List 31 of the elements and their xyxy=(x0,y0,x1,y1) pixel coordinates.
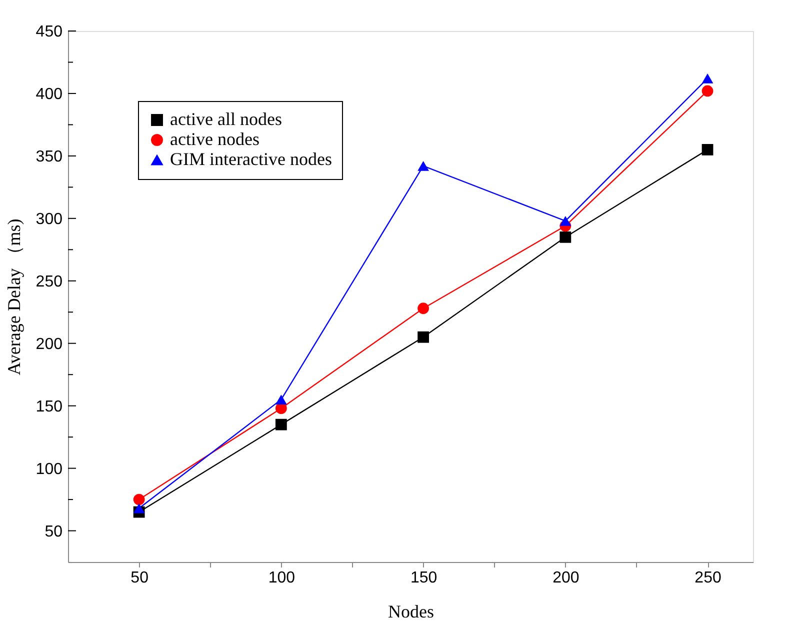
point xyxy=(702,85,714,97)
point xyxy=(275,394,287,405)
y-tick-label: 350 xyxy=(36,148,63,166)
y-tick-label: 50 xyxy=(44,523,63,540)
x-tick-label: 100 xyxy=(268,570,296,586)
point xyxy=(133,503,145,514)
point xyxy=(418,331,429,343)
point xyxy=(560,216,572,226)
x-tick-label: 50 xyxy=(130,570,149,586)
y-tick-label: 100 xyxy=(36,460,63,478)
y-tick-label: 450 xyxy=(36,24,63,40)
x-tick-label: 200 xyxy=(552,570,580,586)
y-tick-label: 400 xyxy=(36,86,63,103)
x-axis-title: Nodes xyxy=(388,602,434,622)
legend-label: active all nodes xyxy=(170,109,282,129)
y-axis-title: Average Delay （ms) xyxy=(4,218,24,376)
point xyxy=(418,161,429,171)
point xyxy=(275,418,287,430)
y-tick-label: 200 xyxy=(36,336,63,353)
point xyxy=(133,494,145,506)
point xyxy=(702,144,714,156)
y-tick-label: 250 xyxy=(36,273,63,290)
y-tick-label: 300 xyxy=(36,210,63,228)
y-tick-label: 150 xyxy=(36,398,63,416)
x-tick-label: 250 xyxy=(694,570,722,586)
point xyxy=(418,302,429,314)
legend-label: GIM interactive nodes xyxy=(170,149,332,169)
legend-label: active nodes xyxy=(170,129,260,149)
point xyxy=(560,231,572,243)
x-tick-label: 150 xyxy=(410,570,438,586)
point xyxy=(702,74,714,84)
